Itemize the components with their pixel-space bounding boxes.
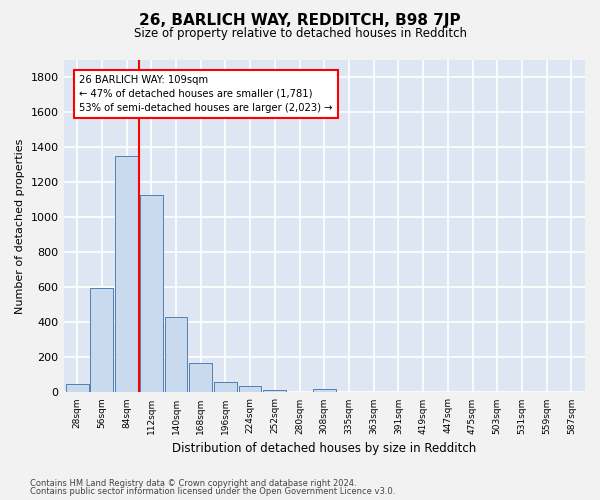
Bar [91, 288, 113, 393]
Bar [263, 390, 286, 392]
Text: Contains public sector information licensed under the Open Government Licence v3: Contains public sector information licen… [30, 487, 395, 496]
Bar [239, 386, 262, 392]
Bar [214, 382, 237, 392]
Bar [140, 194, 163, 392]
Text: 26, BARLICH WAY, REDDITCH, B98 7JP: 26, BARLICH WAY, REDDITCH, B98 7JP [139, 12, 461, 28]
Bar [115, 156, 138, 392]
X-axis label: Distribution of detached houses by size in Redditch: Distribution of detached houses by size … [172, 442, 476, 455]
Bar [190, 362, 212, 392]
Text: Size of property relative to detached houses in Redditch: Size of property relative to detached ho… [133, 28, 467, 40]
Y-axis label: Number of detached properties: Number of detached properties [15, 138, 25, 314]
Text: 26 BARLICH WAY: 109sqm
← 47% of detached houses are smaller (1,781)
53% of semi-: 26 BARLICH WAY: 109sqm ← 47% of detached… [79, 75, 332, 113]
Bar [313, 389, 335, 392]
Bar [164, 317, 187, 392]
Bar [66, 384, 89, 392]
Text: Contains HM Land Registry data © Crown copyright and database right 2024.: Contains HM Land Registry data © Crown c… [30, 478, 356, 488]
